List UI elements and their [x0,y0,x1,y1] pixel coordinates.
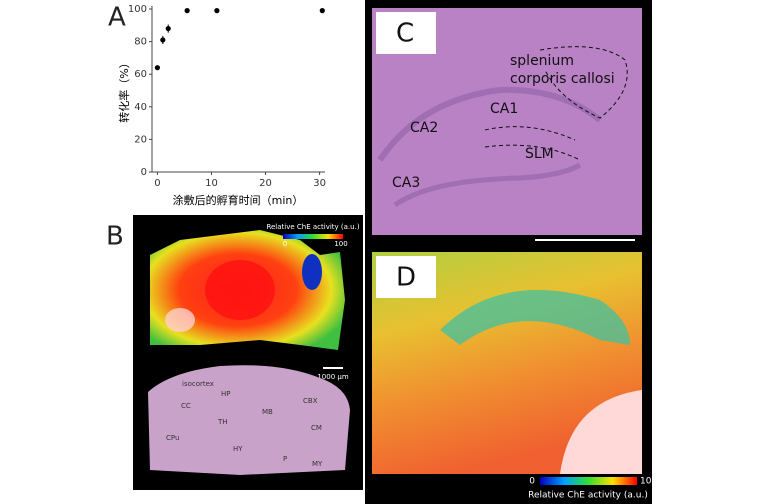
region-label: P [283,455,287,463]
region-label: CBX [303,397,318,405]
region-label: MB [262,408,273,416]
colorbar-min: 0 [529,477,535,487]
region-label: CC [181,402,191,410]
brain-section [148,365,350,475]
x-tick-label: 30 [313,178,326,189]
region-label: SLM [525,146,554,162]
data-point [319,8,325,14]
x-tick-label: 20 [259,178,272,189]
data-point [160,37,166,43]
data-point [184,8,190,14]
scale-bar-label: 1000 μm [317,373,348,381]
heatmap-hotspot [205,260,275,320]
heatmap-band [440,290,630,345]
dashed-outline [484,126,581,161]
region-label: isocortex [182,380,214,388]
x-tick-label: 10 [205,178,218,189]
data-point [214,8,220,14]
data-point [165,25,171,32]
region-label: TH [217,418,228,426]
y-axis-label: 转化率（%） [117,57,131,122]
tissue-band [377,86,602,162]
region-label: CA2 [410,120,438,136]
heatmap-hotspot [560,390,642,474]
y-tick-label: 0 [141,167,147,178]
y-tick-label: 80 [134,37,147,48]
panel-label: A [108,3,126,33]
colorbar [540,477,637,485]
region-label: splenium [510,53,574,69]
data-point [154,65,161,71]
region-label: HY [233,445,243,453]
region-label: CPu [166,434,179,442]
y-tick-label: 100 [128,4,147,15]
colorbar-min: 0 [283,240,287,248]
region-label: HP [221,390,231,398]
scatter-plot: 0 20 40 60 80 100 0 10 20 30 [128,4,326,189]
colorbar-max: 100 [640,477,657,487]
region-label: CA1 [490,101,518,117]
label-box [376,12,436,54]
y-tick-label: 20 [134,134,147,145]
x-tick-label: 0 [154,178,160,189]
panel-label: C [396,19,414,49]
x-axis-label: 涂敷后的孵育时间（min） [173,193,304,207]
label-box [376,256,436,298]
colorbar-title: Relative ChE activity (a.u.) [266,223,359,231]
tissue-band [393,162,582,208]
colorbar [283,234,343,239]
heatmap-spot [165,308,195,332]
region-label: CM [311,424,322,432]
panel-label: D [396,263,416,293]
y-tick-label: 40 [134,102,147,113]
region-label: MY [312,460,323,468]
region-label: corporis callosi [510,71,615,87]
region-label: CA3 [392,175,420,191]
heatmap-coldspot [302,254,322,290]
dashed-outline [539,46,628,119]
colorbar-title: Relative ChE activity (a.u.) [528,491,648,501]
y-tick-label: 60 [134,69,147,80]
panel-label: B [106,222,124,252]
colorbar-max: 100 [334,240,347,248]
